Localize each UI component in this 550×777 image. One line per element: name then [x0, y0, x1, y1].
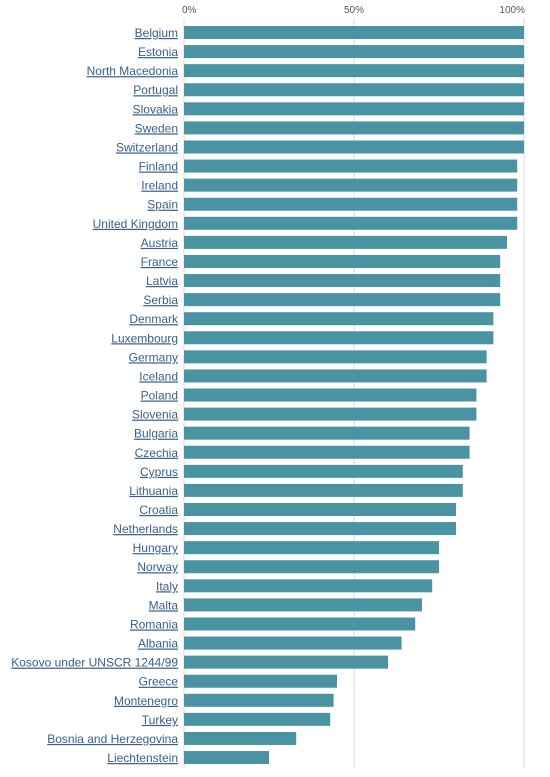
bar-belgium	[184, 26, 524, 39]
bar-latvia	[184, 274, 501, 288]
country-link-norway[interactable]: Norway	[137, 560, 178, 574]
bar-france	[184, 254, 501, 268]
country-link-poland[interactable]: Poland	[141, 389, 178, 403]
country-link-liechtenstein[interactable]: Liechtenstein	[107, 751, 178, 765]
bar-finland	[184, 159, 518, 173]
bar-portugal	[184, 83, 524, 97]
x-tick-label: 50%	[344, 5, 364, 16]
bar-bulgaria	[184, 426, 470, 440]
country-link-spain[interactable]: Spain	[147, 198, 178, 212]
country-link-united-kingdom[interactable]: United Kingdom	[93, 217, 178, 231]
country-link-iceland[interactable]: Iceland	[139, 369, 178, 383]
country-link-switzerland[interactable]: Switzerland	[116, 140, 178, 154]
x-axis-ticks: 0% 50% 100%	[182, 5, 525, 16]
country-link-croatia[interactable]: Croatia	[139, 503, 178, 517]
country-link-malta[interactable]: Malta	[149, 598, 179, 612]
country-link-france[interactable]: France	[141, 255, 179, 269]
country-link-sweden[interactable]: Sweden	[135, 121, 178, 135]
bar-north-macedonia	[184, 64, 524, 78]
country-link-finland[interactable]: Finland	[139, 160, 178, 174]
country-link-italy[interactable]: Italy	[156, 579, 178, 593]
bar-spain	[184, 197, 518, 211]
bar-norway	[184, 560, 439, 574]
bar-croatia	[184, 503, 456, 516]
bar-liechtenstein	[184, 751, 269, 765]
country-link-czechia[interactable]: Czechia	[135, 446, 179, 460]
country-link-austria[interactable]: Austria	[141, 236, 179, 250]
country-link-portugal[interactable]: Portugal	[133, 83, 178, 97]
bar-romania	[184, 617, 416, 631]
bar-austria	[184, 235, 507, 249]
bar-estonia	[184, 45, 524, 59]
bar-netherlands	[184, 522, 456, 536]
country-link-slovenia[interactable]: Slovenia	[132, 408, 178, 422]
bar-germany	[184, 350, 487, 364]
country-link-netherlands[interactable]: Netherlands	[113, 522, 178, 536]
country-link-turkey[interactable]: Turkey	[142, 713, 178, 727]
bar-lithuania	[184, 483, 463, 497]
bar-iceland	[184, 369, 487, 383]
country-link-lithuania[interactable]: Lithuania	[129, 484, 178, 498]
bar-slovakia	[184, 102, 524, 116]
bars	[184, 26, 524, 765]
country-link-estonia[interactable]: Estonia	[138, 45, 178, 59]
bar-poland	[184, 388, 477, 402]
country-link-albania[interactable]: Albania	[138, 637, 178, 651]
bar-kosovo-under-unscr-1244-99	[184, 655, 388, 669]
country-link-greece[interactable]: Greece	[139, 675, 179, 689]
country-link-germany[interactable]: Germany	[129, 350, 178, 364]
country-link-belgium[interactable]: Belgium	[135, 26, 178, 40]
country-link-romania[interactable]: Romania	[130, 617, 178, 631]
bar-greece	[184, 674, 337, 688]
bar-italy	[184, 579, 433, 593]
country-labels[interactable]: Belgium Estonia North Macedonia Portugal Slo…	[11, 26, 179, 765]
bar-turkey	[184, 712, 331, 726]
bar-ireland	[184, 178, 518, 192]
bar-cyprus	[184, 464, 463, 478]
x-tick-label: 100%	[499, 5, 525, 16]
country-link-cyprus[interactable]: Cyprus	[140, 465, 178, 479]
country-link-kosovo-under-unscr-1244-99[interactable]: Kosovo under UNSCR 1244/99	[11, 656, 178, 670]
country-link-ireland[interactable]: Ireland	[141, 179, 178, 193]
country-link-north-macedonia[interactable]: North Macedonia	[87, 64, 179, 78]
country-link-denmark[interactable]: Denmark	[129, 312, 179, 326]
bar-hungary	[184, 541, 439, 555]
bar-serbia	[184, 293, 501, 307]
bar-montenegro	[184, 693, 334, 707]
country-link-bulgaria[interactable]: Bulgaria	[134, 427, 178, 441]
country-link-luxembourg[interactable]: Luxembourg	[111, 331, 178, 345]
bar-united-kingdom	[184, 216, 518, 230]
bar-malta	[184, 598, 422, 612]
bar-slovenia	[184, 407, 477, 421]
country-link-hungary[interactable]: Hungary	[133, 541, 178, 555]
country-link-montenegro[interactable]: Montenegro	[114, 694, 178, 708]
bar-denmark	[184, 312, 494, 326]
country-link-serbia[interactable]: Serbia	[143, 293, 178, 307]
country-link-bosnia-and-herzegovina[interactable]: Bosnia and Herzegovina	[47, 732, 178, 746]
x-tick-label: 0%	[182, 5, 197, 16]
country-link-slovakia[interactable]: Slovakia	[133, 102, 179, 116]
bar-bosnia-and-herzegovina	[184, 731, 297, 745]
bar-sweden	[184, 121, 524, 135]
country-link-latvia[interactable]: Latvia	[146, 274, 178, 288]
bar-czechia	[184, 445, 470, 459]
bar-luxembourg	[184, 331, 494, 345]
bar-switzerland	[184, 140, 524, 154]
bar-albania	[184, 636, 402, 650]
